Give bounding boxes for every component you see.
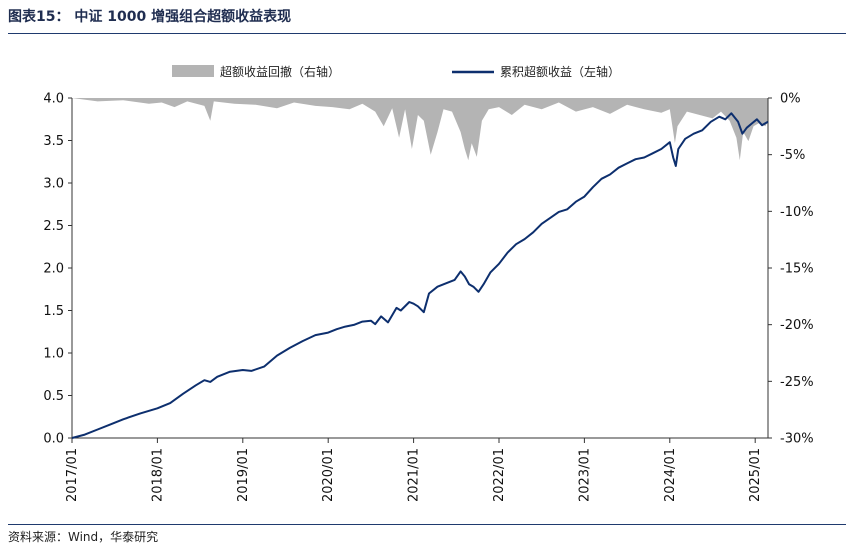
title-rule (8, 33, 846, 34)
left-tick-label: 2.5 (43, 219, 64, 234)
left-tick-label: 3.5 (43, 134, 64, 149)
legend-label-drawdown: 超额收益回撤（右轴） (220, 64, 340, 79)
source-note: 资料来源：Wind，华泰研究 (8, 530, 159, 544)
figure-title: 图表15： 中证 1000 增强组合超额收益表现 (8, 9, 292, 25)
cumulative-excess-line (71, 112, 769, 439)
right-tick-label: -5% (780, 148, 805, 163)
left-tick-label: 3.0 (43, 177, 64, 192)
figure-header: 图表15： 中证 1000 增强组合超额收益表现 (8, 6, 846, 34)
x-tick-label: 2018/01 (150, 448, 165, 502)
right-tick-label: -25% (780, 375, 814, 390)
left-tick-label: 1.5 (43, 304, 64, 319)
excess-return-chart: 0.0 0.5 1.0 1.5 2.0 2.5 3.0 3.5 4.0 0% -5% -10% -15%… (43, 64, 814, 502)
legend-swatch-drawdown (172, 65, 214, 77)
drawdown-area (72, 98, 768, 161)
x-tick-label: 2017/01 (65, 448, 80, 502)
left-tick-label: 2.0 (43, 262, 64, 277)
x-tick-label: 2022/01 (492, 448, 507, 502)
x-tick-label: 2025/01 (748, 448, 763, 502)
bottom-rule (8, 524, 846, 525)
right-tick-label: -30% (780, 432, 814, 447)
legend-label-line: 累积超额收益（左轴） (500, 64, 620, 79)
right-tick-label: -10% (780, 205, 814, 220)
x-tick-label: 2023/01 (577, 448, 592, 502)
right-tick-label: 0% (780, 92, 801, 107)
left-tick-label: 0.0 (43, 432, 64, 447)
x-tick-label: 2020/01 (321, 448, 336, 502)
x-tick-label: 2019/01 (236, 448, 251, 502)
right-tick-label: -15% (780, 262, 814, 277)
left-tick-label: 4.0 (43, 92, 64, 107)
x-tick-label: 2021/01 (407, 448, 422, 502)
right-tick-label: -20% (780, 318, 814, 333)
left-tick-label: 1.0 (43, 347, 64, 362)
left-tick-label: 0.5 (43, 389, 64, 404)
x-tick-label: 2024/01 (663, 448, 678, 502)
